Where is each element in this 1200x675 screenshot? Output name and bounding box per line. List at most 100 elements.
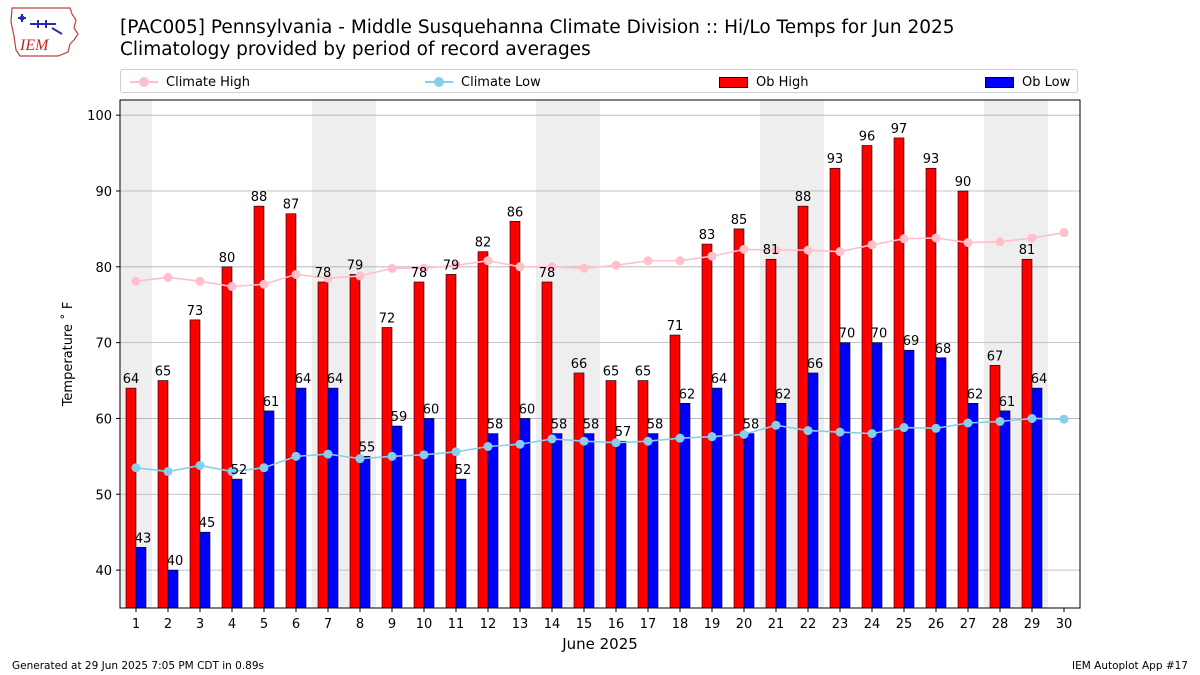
- point-climate-high: [963, 238, 973, 248]
- label-ob-low: 62: [775, 387, 792, 402]
- label-ob-low: 59: [391, 410, 408, 425]
- bar-ob-high: [893, 137, 905, 609]
- bar-ob-low: [423, 418, 435, 609]
- point-climate-high: [1027, 233, 1037, 243]
- bar-ob-high: [669, 334, 681, 609]
- x-tick-label: 18: [672, 617, 689, 632]
- point-climate-low: [931, 423, 941, 433]
- legend-label-ob-high: Ob High: [756, 74, 809, 90]
- point-climate-low: [163, 467, 173, 477]
- bar-ob-high: [573, 372, 585, 609]
- chart-legend: Climate High Climate Low Ob High Ob Low: [120, 69, 1078, 93]
- bar-ob-low: [167, 569, 179, 609]
- bar-ob-high: [861, 145, 873, 609]
- point-climate-low: [419, 450, 429, 460]
- label-ob-high: 71: [667, 319, 684, 334]
- point-climate-high: [1059, 228, 1069, 238]
- x-tick-label: 8: [356, 617, 364, 632]
- bar-ob-low: [775, 402, 787, 609]
- x-tick-label: 6: [292, 617, 300, 632]
- label-ob-high: 66: [571, 357, 588, 372]
- logo-text: IEM: [19, 37, 50, 54]
- legend-swatch-climate-low: [425, 76, 453, 88]
- point-climate-low: [867, 429, 877, 439]
- label-ob-low: 52: [231, 463, 248, 478]
- x-tick-label: 28: [992, 617, 1009, 632]
- point-climate-low: [323, 449, 333, 459]
- x-tick-label: 13: [512, 617, 529, 632]
- point-climate-low: [611, 438, 621, 448]
- bar-ob-high: [413, 281, 425, 609]
- y-tick-label: 80: [95, 261, 112, 276]
- x-tick-label: 21: [768, 617, 785, 632]
- footer-generated: Generated at 29 Jun 2025 7:05 PM CDT in …: [12, 660, 265, 672]
- label-ob-high: 82: [475, 236, 492, 251]
- point-climate-low: [1027, 413, 1037, 423]
- bar-ob-low: [231, 478, 243, 609]
- point-climate-high: [355, 271, 365, 281]
- x-tick-label: 1: [132, 617, 140, 632]
- point-climate-high: [931, 233, 941, 243]
- point-climate-high: [515, 262, 525, 272]
- x-tick-label: 7: [324, 617, 332, 632]
- label-ob-low: 58: [743, 418, 760, 433]
- bar-ob-low: [263, 410, 275, 609]
- label-ob-low: 66: [807, 357, 824, 372]
- y-tick-label: 100: [87, 109, 112, 124]
- y-tick-label: 60: [95, 412, 112, 427]
- point-climate-high: [899, 234, 909, 244]
- bar-ob-low: [359, 456, 371, 609]
- point-climate-high: [995, 237, 1005, 247]
- point-climate-high: [291, 269, 301, 279]
- point-climate-low: [355, 454, 365, 464]
- bar-ob-low: [839, 342, 851, 609]
- label-ob-low: 61: [263, 395, 280, 410]
- label-ob-high: 93: [923, 152, 940, 167]
- plot-frame: [119, 99, 1081, 609]
- label-ob-low: 62: [679, 387, 696, 402]
- x-tick-label: 26: [928, 617, 945, 632]
- label-ob-low: 60: [423, 402, 440, 417]
- x-tick-label: 25: [896, 617, 913, 632]
- point-climate-low: [547, 434, 557, 444]
- label-ob-high: 78: [315, 266, 332, 281]
- bar-ob-low: [647, 433, 659, 609]
- point-climate-low: [515, 439, 525, 449]
- legend-swatch-ob-high: [719, 76, 748, 88]
- legend-label-climate-low: Climate Low: [461, 74, 541, 90]
- bar-ob-low: [551, 433, 563, 609]
- x-tick-label: 12: [480, 617, 497, 632]
- point-climate-low: [899, 423, 909, 433]
- label-ob-low: 43: [135, 531, 152, 546]
- y-axis-label: Temperature ˚ F: [60, 302, 76, 408]
- x-tick-label: 15: [576, 617, 593, 632]
- point-climate-low: [995, 416, 1005, 426]
- bar-ob-low: [135, 547, 147, 609]
- point-climate-low: [483, 442, 493, 452]
- x-tick-label: 2: [164, 617, 172, 632]
- label-ob-high: 65: [635, 365, 652, 380]
- bar-ob-high: [125, 387, 137, 609]
- label-ob-low: 52: [455, 463, 472, 478]
- legend-swatch-ob-low: [985, 76, 1014, 88]
- bar-ob-low: [999, 410, 1011, 609]
- iem-logo: IEM: [10, 7, 79, 57]
- x-tick-label: 27: [960, 617, 977, 632]
- point-climate-low: [771, 420, 781, 430]
- point-climate-low: [675, 433, 685, 443]
- x-tick-label: 29: [1024, 617, 1041, 632]
- bar-ob-low: [871, 342, 883, 609]
- label-ob-low: 58: [647, 418, 664, 433]
- point-climate-low: [387, 451, 397, 461]
- label-ob-high: 96: [859, 129, 876, 144]
- bar-ob-low: [455, 478, 467, 609]
- point-climate-low: [131, 463, 141, 473]
- legend-label-climate-high: Climate High: [166, 74, 251, 90]
- legend-item-climate-low: Climate Low: [425, 73, 541, 91]
- x-tick-label: 11: [448, 617, 465, 632]
- label-ob-low: 60: [519, 402, 536, 417]
- point-climate-high: [867, 240, 877, 250]
- label-ob-low: 58: [551, 418, 568, 433]
- label-ob-high: 83: [699, 228, 716, 243]
- bar-ob-high: [381, 327, 393, 609]
